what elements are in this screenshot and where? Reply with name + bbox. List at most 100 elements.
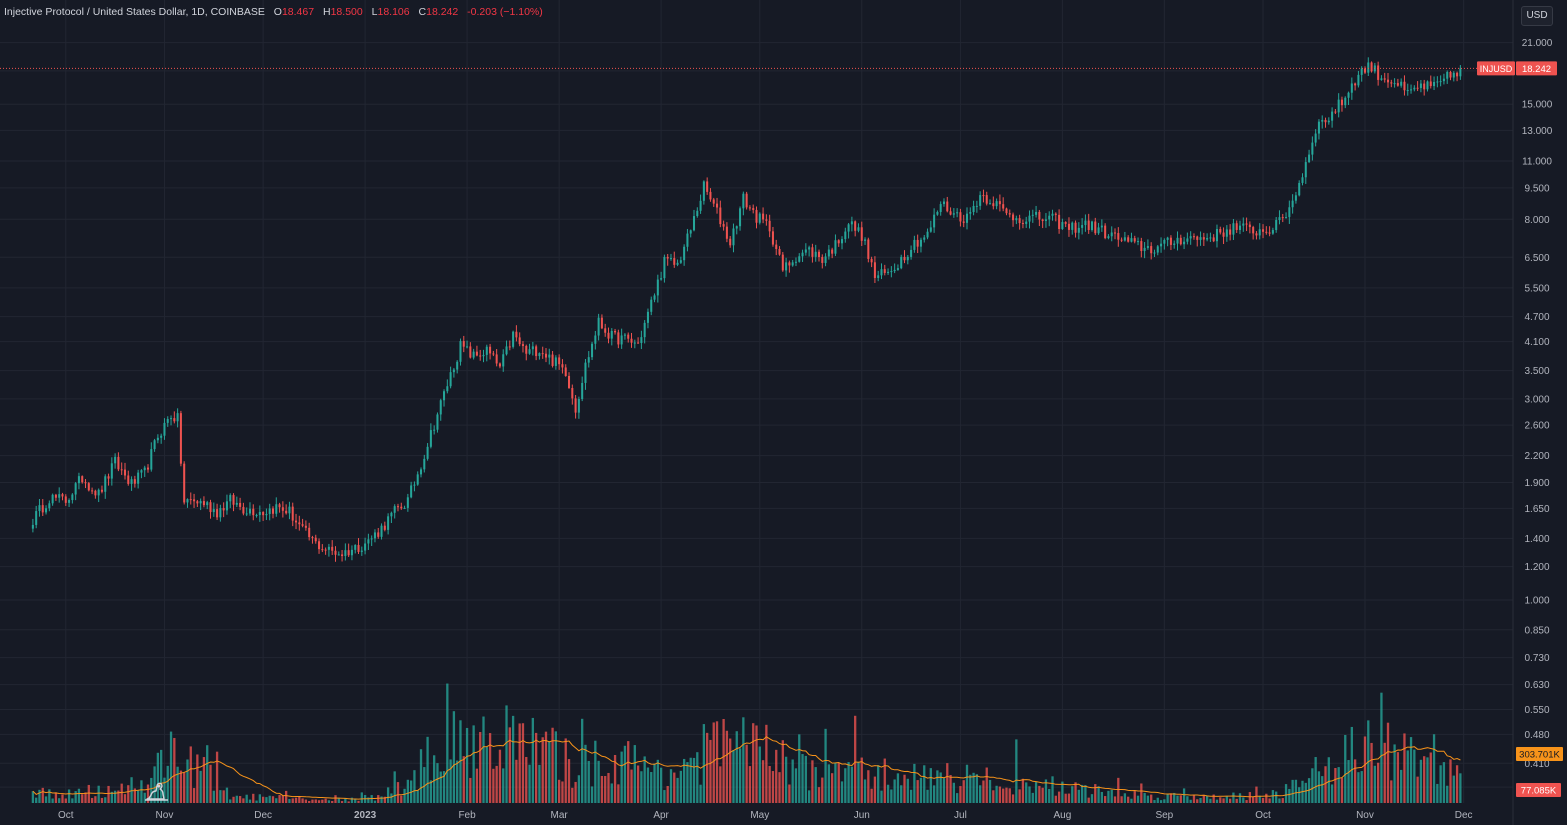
volume-bar — [1173, 792, 1176, 803]
high-value: 18.500 — [330, 6, 363, 18]
candle-body — [712, 199, 715, 204]
candle — [341, 549, 344, 562]
volume-bar — [952, 782, 955, 803]
volume-bar — [436, 763, 439, 803]
candle-body — [949, 211, 952, 215]
currency-button[interactable]: USD — [1521, 6, 1553, 26]
candle-body — [1153, 252, 1156, 254]
candle-body — [1265, 231, 1268, 233]
candle — [584, 358, 587, 390]
volume-bar — [1347, 760, 1350, 803]
candle — [137, 469, 140, 489]
volume-bar — [1340, 777, 1344, 803]
candle — [1380, 75, 1383, 81]
candle-body — [443, 391, 446, 401]
candle — [1166, 236, 1169, 247]
candle-body — [623, 334, 626, 336]
candle — [1298, 180, 1301, 197]
candle — [765, 214, 768, 226]
volume-bar — [610, 783, 613, 803]
candle-body — [291, 506, 294, 521]
candle — [314, 534, 317, 544]
price-tick-label: 4.700 — [1524, 312, 1549, 323]
volume-bar — [659, 767, 663, 803]
candle — [232, 493, 235, 512]
candle-body — [870, 258, 873, 263]
candle-body — [1334, 111, 1337, 113]
candle-body — [354, 544, 357, 550]
volume-bar — [597, 760, 600, 803]
volume-bar — [41, 787, 44, 803]
candle — [449, 366, 452, 389]
candle-body — [689, 230, 692, 234]
candle — [531, 341, 534, 356]
candle-body — [1288, 207, 1291, 218]
candle-body — [525, 345, 528, 354]
candle-body — [433, 429, 436, 431]
candle-body — [344, 550, 347, 556]
candle-body — [146, 467, 150, 470]
candle — [518, 332, 521, 347]
volume-bar — [268, 795, 271, 803]
volume-bar — [1334, 768, 1337, 803]
candle-body — [804, 249, 807, 253]
candle-body — [755, 209, 758, 223]
tradingview-logo-icon[interactable] — [144, 780, 170, 802]
candle-body — [748, 207, 751, 209]
candle-body — [1433, 81, 1436, 87]
candle-body — [271, 508, 275, 514]
volume-bar — [479, 732, 482, 803]
candle-body — [1317, 121, 1320, 134]
candle — [202, 496, 205, 508]
volume-bar — [199, 770, 202, 803]
candle-body — [939, 204, 942, 212]
volume-bar — [104, 797, 107, 803]
volume-bar — [919, 777, 923, 803]
candle-body — [1130, 238, 1133, 242]
candle-body — [153, 440, 156, 450]
volume-bar — [712, 722, 715, 803]
candle-body — [1225, 229, 1228, 237]
volume-bar — [1107, 790, 1110, 803]
candle-body — [847, 224, 850, 232]
candle-body — [1097, 227, 1100, 234]
candle — [1327, 117, 1330, 125]
volume-bar — [630, 769, 633, 803]
candle-body — [206, 502, 209, 506]
candle-body — [314, 537, 317, 542]
symbol-title: Injective Protocol / United States Dolla… — [4, 6, 265, 18]
candle — [485, 344, 488, 362]
candle — [679, 256, 682, 264]
candle — [1288, 200, 1291, 224]
candle-body — [564, 367, 567, 376]
candle-body — [1245, 223, 1248, 225]
candle — [656, 274, 659, 303]
candle — [735, 225, 738, 235]
candle-body — [1344, 97, 1347, 106]
volume-bar — [719, 766, 722, 803]
candle — [689, 229, 692, 238]
volume-bar — [1133, 791, 1136, 803]
candle — [295, 513, 298, 530]
candle-body — [1166, 237, 1169, 240]
volume-bar — [794, 768, 798, 803]
candle — [456, 360, 459, 374]
candle — [255, 513, 258, 518]
candle-body — [1357, 74, 1360, 86]
candle — [1439, 75, 1442, 87]
volume-bar — [640, 771, 643, 803]
candle — [1410, 84, 1413, 94]
volume-bar — [1051, 776, 1054, 803]
volume-bar — [314, 799, 317, 803]
volume-bar — [1002, 788, 1005, 803]
candle — [140, 469, 143, 479]
volume-bar — [979, 785, 982, 803]
candle — [219, 504, 222, 522]
candle-body — [561, 364, 564, 368]
candle-body — [104, 476, 107, 492]
volume-bar — [518, 723, 521, 803]
candle-body — [413, 484, 416, 486]
candle — [933, 208, 936, 233]
